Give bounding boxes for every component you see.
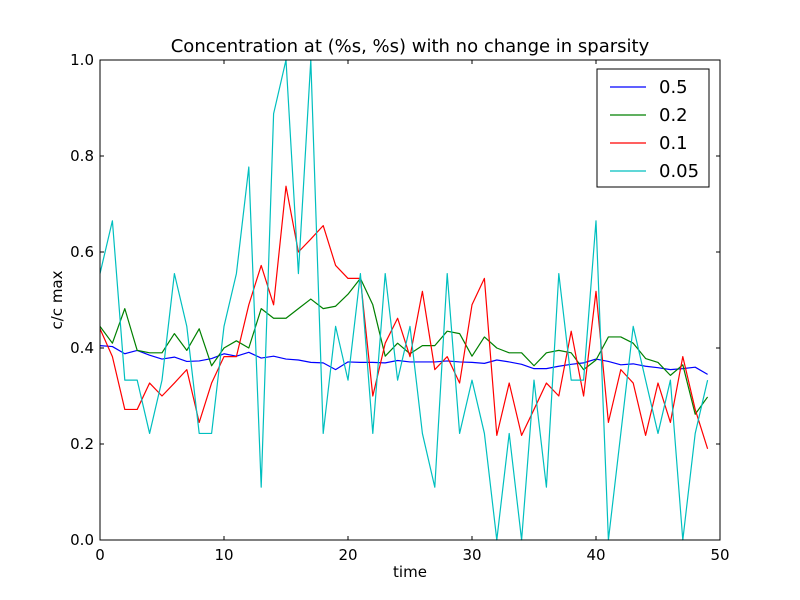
legend-label: 0.05	[659, 161, 699, 182]
x-tick-label: 10	[214, 546, 233, 564]
legend-items: 0.5 0.2 0.1 0.05	[610, 77, 699, 182]
legend: 0.5 0.2 0.1 0.05	[596, 68, 710, 188]
legend-label: 0.2	[659, 105, 688, 126]
series-line-0-2	[99, 277, 709, 415]
series-layer	[99, 59, 709, 541]
y-tick-label: 0.8	[70, 147, 94, 165]
y-tick-label: 0.2	[70, 435, 94, 453]
series-line-0-1	[99, 185, 709, 449]
chart-title: Concentration at (%s, %s) with no change…	[171, 36, 650, 57]
legend-box	[596, 68, 710, 188]
x-tick-label: 0	[95, 546, 105, 564]
y-tick-label: 0.0	[70, 531, 94, 549]
legend-label: 0.1	[659, 133, 688, 154]
x-tick-label: 30	[462, 546, 481, 564]
x-axis-label: time	[393, 563, 427, 581]
x-tick-label: 40	[586, 546, 605, 564]
legend-label: 0.5	[659, 77, 688, 98]
y-axis-ticks: 0.0 0.2 0.4 0.6 0.8 1.0	[70, 51, 720, 549]
y-tick-label: 1.0	[70, 51, 94, 69]
plot-frame	[99, 59, 721, 541]
series-line-0-5	[99, 345, 708, 375]
y-tick-label: 0.4	[70, 339, 94, 357]
x-axis-ticks: 0 10 20 30 40 50	[95, 60, 730, 564]
series-line-0-05	[99, 59, 709, 541]
x-tick-label: 50	[710, 546, 729, 564]
x-tick-label: 20	[338, 546, 357, 564]
y-tick-label: 0.6	[70, 243, 94, 261]
y-axis-label: c/c max	[48, 270, 66, 329]
